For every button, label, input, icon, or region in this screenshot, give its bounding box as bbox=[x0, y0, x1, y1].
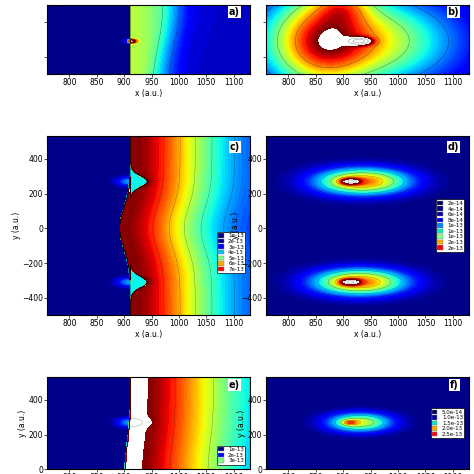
Y-axis label: y (a.u.): y (a.u.) bbox=[237, 410, 246, 437]
Text: a): a) bbox=[229, 7, 240, 17]
Y-axis label: y (a.u.): y (a.u.) bbox=[18, 410, 27, 437]
Y-axis label: y (a.u.): y (a.u.) bbox=[231, 212, 240, 239]
X-axis label: x (a.u.): x (a.u.) bbox=[354, 329, 382, 338]
X-axis label: x (a.u.): x (a.u.) bbox=[135, 89, 163, 98]
Text: e): e) bbox=[229, 380, 240, 390]
Legend: 2e-14, 4e-14, 6e-14, 8e-14, 1e-13, 1e-13, 1e-13, 2e-13, 2e-13: 2e-14, 4e-14, 6e-14, 8e-14, 1e-13, 1e-13… bbox=[436, 200, 465, 252]
Legend: 1e-13, 2e-13, 3e-13, 4e-13, 5e-13, 6e-13, 7e-13: 1e-13, 2e-13, 3e-13, 4e-13, 5e-13, 6e-13… bbox=[217, 232, 246, 273]
Text: c): c) bbox=[230, 142, 240, 152]
Text: b): b) bbox=[447, 7, 459, 17]
X-axis label: x (a.u.): x (a.u.) bbox=[135, 329, 163, 338]
Legend: 5.0e-14, 1.0e-13, 1.5e-13, 2.0e-13, 2.5e-13: 5.0e-14, 1.0e-13, 1.5e-13, 2.0e-13, 2.5e… bbox=[430, 408, 465, 438]
Y-axis label: y (a.u.): y (a.u.) bbox=[12, 212, 21, 239]
Text: f): f) bbox=[450, 380, 459, 390]
Text: d): d) bbox=[447, 142, 459, 152]
X-axis label: x (a.u.): x (a.u.) bbox=[354, 89, 382, 98]
Legend: 1e-13, 2e-13, 3e-13: 1e-13, 2e-13, 3e-13 bbox=[217, 446, 246, 465]
